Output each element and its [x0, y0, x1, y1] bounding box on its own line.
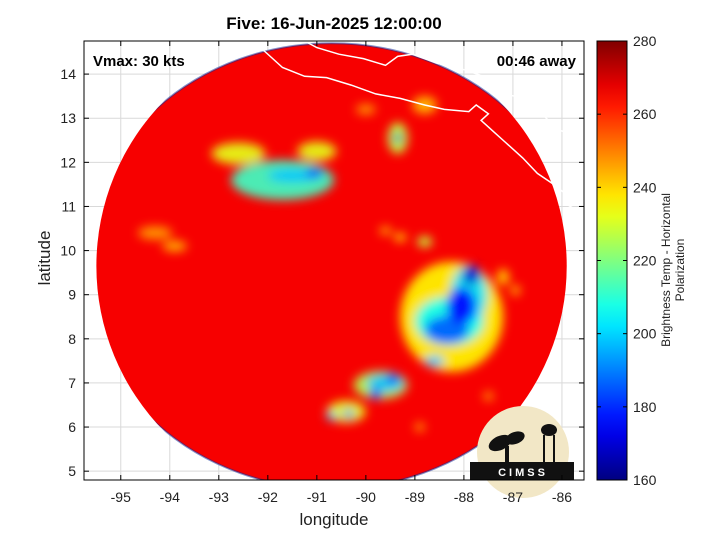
water-tower-icon — [541, 424, 557, 436]
x-tick-label: -95 — [111, 489, 131, 505]
plot-frame — [83, 40, 585, 481]
x-tick-label: -92 — [258, 489, 278, 505]
y-tick-label: 5 — [68, 463, 76, 479]
colorbar-tick-label: 180 — [633, 399, 657, 415]
y-tick-label: 6 — [68, 419, 76, 435]
vmax-annotation: Vmax: 30 kts — [93, 53, 185, 70]
y-tick-label: 10 — [60, 243, 76, 259]
x-tick-label: -89 — [405, 489, 425, 505]
axis-ticks: -95 -94 -93 -92 -91 -90 -89 -88 -87 -86 5 6 7 8 9 10 11 1… — [60, 41, 584, 505]
convection-cell — [446, 287, 477, 325]
coastline-path — [252, 41, 584, 251]
colorbar-ticks: 160 180 200 220 240 260 280 — [597, 33, 657, 488]
y-tick-label: 11 — [61, 198, 76, 214]
colorbar-tick-label: 280 — [633, 33, 657, 49]
convection-cell — [137, 226, 173, 240]
convection-cell — [267, 168, 317, 183]
coastline-path — [304, 41, 582, 139]
chart-title: Five: 16-Jun-2025 12:00:00 — [226, 14, 442, 33]
y-tick-label: 8 — [68, 331, 76, 347]
x-tick-label: -91 — [307, 489, 327, 505]
convection-cell — [510, 284, 521, 296]
y-tick-label: 9 — [68, 287, 76, 303]
satellite-dish-icon — [505, 431, 525, 445]
y-tick-label: 12 — [60, 154, 76, 170]
y-tick-label: 7 — [68, 375, 76, 391]
x-axis-label: longitude — [299, 510, 369, 529]
convection-cell — [326, 411, 337, 421]
swath-background — [96, 43, 567, 480]
convection-cell — [162, 240, 187, 252]
convection-cell — [417, 236, 433, 248]
x-tick-label: -87 — [503, 489, 523, 505]
convection-cell — [393, 132, 402, 144]
colorbar-tick-label: 260 — [633, 106, 657, 122]
x-tick-label: -94 — [160, 489, 180, 505]
convection-cell — [356, 104, 376, 115]
colorbar-tick-label: 220 — [633, 253, 657, 269]
convection-cell — [297, 141, 337, 162]
convection-cell — [497, 269, 509, 285]
swath-image — [96, 42, 567, 480]
y-tick-label: 13 — [60, 110, 76, 126]
logo-text: CIMSS — [498, 467, 548, 479]
convection-cell — [386, 373, 399, 384]
x-tick-label: -93 — [209, 489, 229, 505]
convection-cell — [343, 409, 354, 419]
colorbar-tick-label: 240 — [633, 179, 657, 195]
convection-cell — [462, 265, 481, 285]
convection-features — [101, 96, 521, 432]
convection-cell — [369, 388, 382, 400]
convection-cell — [394, 233, 407, 242]
colorbar-label: Brightness Temp - Horizontal Polarizatio… — [659, 193, 687, 347]
x-tick-label: -86 — [552, 489, 572, 505]
colorbar — [596, 40, 628, 481]
x-tick-label: -88 — [454, 489, 474, 505]
convection-cell — [379, 226, 392, 235]
logo-band — [470, 462, 574, 480]
y-tick-label: 14 — [60, 66, 76, 82]
x-tick-label: -90 — [356, 489, 376, 505]
cimss-logo: CIMSS — [470, 406, 574, 498]
dish-mount-icon — [505, 446, 509, 462]
convection-cell — [414, 422, 425, 432]
logo-disc — [477, 406, 569, 498]
convection-cell — [483, 391, 494, 401]
convection-cell — [366, 374, 405, 392]
y-axis-label: latitude — [35, 230, 54, 286]
coastline — [252, 41, 584, 251]
convection-cell — [305, 168, 324, 179]
colorbar-tick-label: 200 — [633, 326, 657, 342]
convection-cell — [424, 355, 445, 367]
swath-edge — [96, 42, 567, 480]
colorbar-tick-label: 160 — [633, 472, 657, 488]
time-away-annotation: 00:46 away — [496, 53, 576, 70]
convection-cell — [211, 142, 266, 165]
